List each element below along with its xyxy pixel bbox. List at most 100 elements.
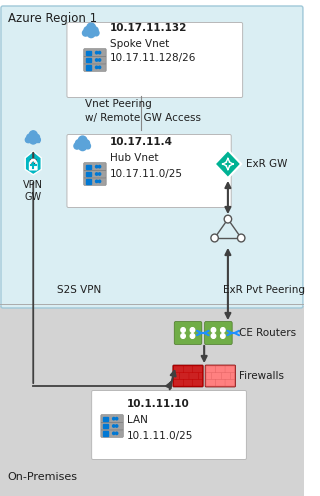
Bar [0,306,304,496]
Circle shape [113,432,115,434]
Text: 10.17.11.132: 10.17.11.132 [110,23,188,33]
FancyBboxPatch shape [174,321,202,345]
FancyBboxPatch shape [206,373,212,379]
Text: 10.1.11.10: 10.1.11.10 [127,399,190,409]
Circle shape [99,52,101,54]
Circle shape [25,137,31,143]
Bar [86,58,91,62]
Circle shape [220,328,225,332]
Circle shape [27,134,32,140]
Circle shape [92,27,98,33]
Bar [86,172,91,176]
Bar [28,138,39,142]
Text: Hub Vnet: Hub Vnet [110,153,159,163]
FancyBboxPatch shape [174,366,183,372]
Circle shape [237,234,245,242]
FancyBboxPatch shape [84,170,106,178]
FancyBboxPatch shape [84,63,106,71]
Circle shape [99,66,101,68]
Text: On-Premises: On-Premises [8,472,77,482]
FancyBboxPatch shape [84,178,106,186]
Circle shape [84,140,90,146]
Circle shape [113,418,115,420]
FancyBboxPatch shape [183,379,193,386]
Circle shape [220,334,225,338]
Text: ExR GW: ExR GW [246,159,287,169]
Polygon shape [25,151,41,175]
FancyBboxPatch shape [206,366,215,372]
Circle shape [78,136,87,145]
Circle shape [95,173,98,175]
FancyBboxPatch shape [84,56,106,64]
Circle shape [190,328,195,332]
FancyBboxPatch shape [1,6,303,308]
Circle shape [85,143,91,149]
Circle shape [95,52,98,54]
Bar [103,417,108,421]
Circle shape [181,334,185,338]
FancyBboxPatch shape [221,373,231,379]
Circle shape [94,30,99,36]
Circle shape [181,328,185,332]
Circle shape [84,27,90,33]
Text: S2S VPN: S2S VPN [57,285,101,295]
Text: Spoke Vnet: Spoke Vnet [110,39,169,49]
Text: 10.17.11.128/26: 10.17.11.128/26 [110,53,196,63]
Circle shape [95,59,98,61]
FancyBboxPatch shape [92,390,246,459]
FancyBboxPatch shape [205,321,232,345]
Circle shape [99,59,101,61]
Circle shape [74,143,80,149]
FancyBboxPatch shape [29,162,38,171]
Text: 10.1.11.0/25: 10.1.11.0/25 [127,431,194,441]
Text: 10.17.11.4: 10.17.11.4 [110,137,173,147]
FancyBboxPatch shape [67,22,243,98]
Bar [86,165,91,169]
Circle shape [83,30,88,36]
FancyBboxPatch shape [193,366,202,372]
Circle shape [95,166,98,168]
FancyBboxPatch shape [231,373,234,379]
Circle shape [79,142,87,151]
Bar [86,65,91,69]
Circle shape [190,334,195,338]
Circle shape [29,131,37,139]
Circle shape [87,23,96,32]
Circle shape [99,166,101,168]
Circle shape [113,425,115,427]
FancyBboxPatch shape [84,163,106,171]
Circle shape [99,180,101,183]
FancyBboxPatch shape [216,379,225,386]
Circle shape [211,234,218,242]
Circle shape [30,136,37,144]
Text: ExR Pvt Peering: ExR Pvt Peering [223,285,305,295]
FancyBboxPatch shape [84,49,106,57]
FancyBboxPatch shape [174,379,183,386]
FancyBboxPatch shape [216,366,225,372]
Text: Vnet Peering
w/ Remote GW Access: Vnet Peering w/ Remote GW Access [85,99,202,123]
FancyBboxPatch shape [180,373,189,379]
Circle shape [224,215,232,223]
Polygon shape [215,150,241,178]
FancyBboxPatch shape [206,379,215,386]
Bar [86,179,91,184]
Circle shape [116,425,118,427]
FancyBboxPatch shape [173,365,203,387]
FancyBboxPatch shape [101,415,123,423]
Circle shape [87,29,95,38]
Circle shape [99,173,101,175]
FancyBboxPatch shape [225,379,234,386]
Text: CE Routers: CE Routers [239,328,296,338]
FancyBboxPatch shape [199,373,202,379]
FancyBboxPatch shape [225,366,234,372]
Bar [76,144,89,148]
FancyBboxPatch shape [67,134,231,207]
Bar [85,32,97,35]
Text: LAN: LAN [127,415,148,425]
Text: Firewalls: Firewalls [239,371,284,381]
Bar [103,424,108,428]
FancyBboxPatch shape [212,373,221,379]
FancyBboxPatch shape [183,366,193,372]
Circle shape [116,418,118,420]
FancyBboxPatch shape [174,373,179,379]
